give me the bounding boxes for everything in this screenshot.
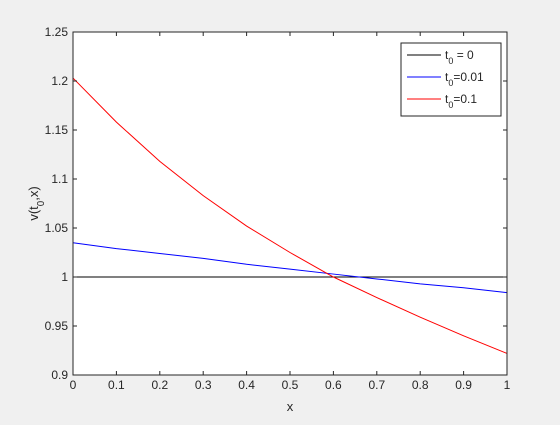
series-line-1 <box>72 242 508 294</box>
y-tick-label-6: 1.2 <box>51 74 68 88</box>
x-tick-label-10: 1 <box>504 378 511 392</box>
legend-label-2-rest: =0.1 <box>453 92 477 106</box>
y-tick-label-1: 0.95 <box>45 319 69 333</box>
y-axis-label-rest: ,x) <box>26 186 41 200</box>
y-tick-label-5: 1.15 <box>45 123 69 137</box>
y-tick-label-3: 1.05 <box>45 221 69 235</box>
legend-label-0: t0 = 0 <box>445 48 474 66</box>
legend-label-1-rest: =0.01 <box>453 70 484 84</box>
x-tick-label-3: 0.3 <box>195 378 212 392</box>
series-line-2 <box>72 77 508 354</box>
x-tick-label-0: 0 <box>70 378 77 392</box>
y-axis-label-subscript: 0 <box>36 200 47 206</box>
y-tick-label-2: 1 <box>61 270 68 284</box>
x-tick-label-6: 0.6 <box>325 378 342 392</box>
legend-label-1: t0=0.01 <box>445 70 484 88</box>
legend-label-2-base: t <box>445 92 449 106</box>
legend-label-1-subscript: 0 <box>448 78 453 88</box>
legend-label-2: t0=0.1 <box>445 92 477 110</box>
series-layer <box>72 77 508 354</box>
legend-label-0-base: t <box>445 48 449 62</box>
x-tick-label-2: 0.2 <box>151 378 168 392</box>
x-tick-label-1: 0.1 <box>108 378 125 392</box>
x-tick-label-8: 0.8 <box>412 378 429 392</box>
y-axis-label-base: v(t <box>26 206 41 221</box>
axes-layer: 0 0.1 0.2 0.3 0.4 0.5 0.6 0.7 0.8 0.9 1 0.9 0.95 1 1.0… <box>26 25 511 414</box>
x-tick-label-5: 0.5 <box>282 378 299 392</box>
y-tick-label-7: 1.25 <box>45 25 69 39</box>
y-axis-label: v(t0,x) <box>26 186 47 220</box>
y-tick-label-0: 0.9 <box>51 368 68 382</box>
legend-label-1-base: t <box>445 70 449 84</box>
x-axis-label: x <box>287 399 294 414</box>
legend-label-0-rest: = 0 <box>453 48 474 62</box>
x-tick-label-7: 0.7 <box>368 378 385 392</box>
legend-label-2-subscript: 0 <box>448 100 453 110</box>
legend-label-0-subscript: 0 <box>448 56 453 66</box>
x-tick-label-4: 0.4 <box>238 378 255 392</box>
x-tick-label-9: 0.9 <box>455 378 472 392</box>
y-tick-label-4: 1.1 <box>51 172 68 186</box>
